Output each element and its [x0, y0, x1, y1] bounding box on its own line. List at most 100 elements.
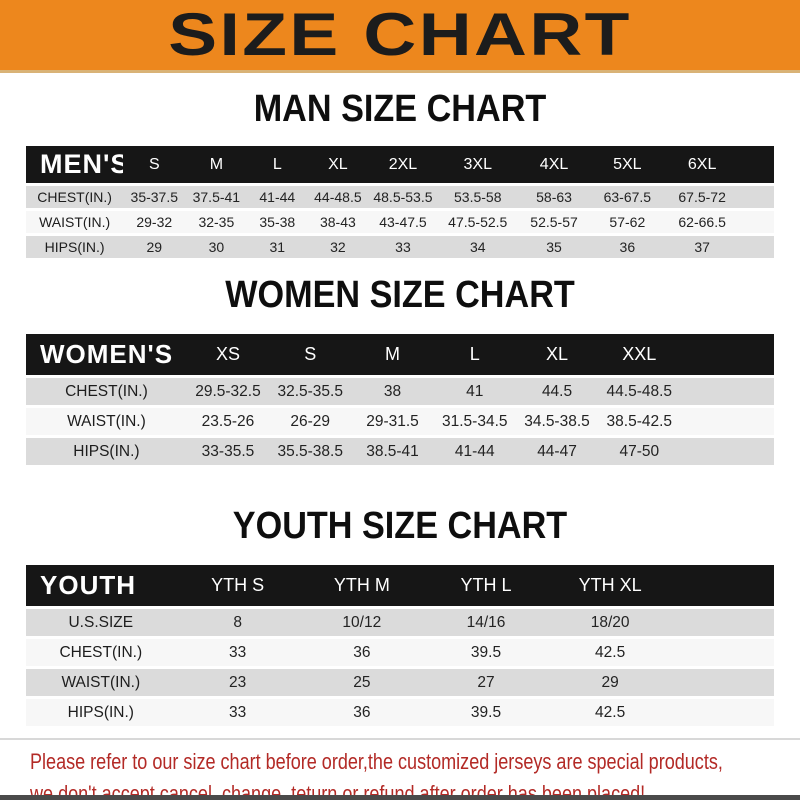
size-value-cell: 44.5-48.5: [606, 382, 673, 400]
women-size-table: WOMEN'S XS S M L XL XXL CHEST(IN.) 29.5-32.5 32.5…: [26, 331, 774, 468]
row-filler: [680, 408, 774, 435]
size-value-cell: 29: [146, 239, 163, 255]
size-value-cell: 43-47.5: [379, 214, 427, 230]
size-value-cell: 27: [477, 673, 495, 691]
table-row: CHEST(IN.) 35-37.5 37.5-41 41-44 44-48.5 48.5…: [26, 186, 774, 208]
size-value-cell: 33: [395, 239, 411, 255]
size-value-cell: 44.5: [541, 382, 573, 400]
size-column-header: XXL: [622, 344, 657, 364]
size-column-header: M: [209, 155, 224, 173]
section-youth: YOUTH SIZE CHART YOUTH YTH S YTH M YTH L YTH…: [0, 507, 800, 729]
section-women: WOMEN SIZE CHART WOMEN'S XS S M L XL XXL CHEST(…: [0, 276, 800, 468]
row-label: WAIST(IN.): [67, 412, 146, 430]
size-value-cell: 8: [233, 613, 242, 631]
size-value-cell: 23: [229, 673, 247, 691]
row-label: CHEST(IN.): [65, 382, 148, 400]
size-value-cell: 38-43: [319, 214, 356, 230]
size-value-cell: 38: [383, 382, 402, 400]
size-value-cell: 32-35: [198, 214, 235, 230]
size-column-header: 5XL: [613, 155, 642, 173]
table-header-label: YOUTH: [40, 570, 136, 600]
row-filler: [740, 211, 774, 233]
size-value-cell: 35-37.5: [130, 189, 179, 205]
table-row: HIPS(IN.) 29 30 31 32 33 34 35 36 37: [26, 236, 774, 258]
size-value-cell: 57-62: [609, 214, 646, 230]
row-label: U.S.SIZE: [68, 613, 134, 631]
row-filler: [740, 236, 774, 258]
size-value-cell: 14/16: [466, 613, 506, 631]
row-label: HIPS(IN.): [73, 442, 140, 460]
size-column-header: YTH XL: [578, 575, 642, 595]
table-row: WAIST(IN.) 29-32 32-35 35-38 38-43 43-47.5 47.…: [26, 211, 774, 233]
size-column-header: S: [148, 155, 160, 173]
size-value-cell: 62-66.5: [678, 214, 726, 230]
size-value-cell: 25: [353, 673, 371, 691]
size-value-cell: 44-48.5: [314, 189, 362, 205]
size-column-header: 4XL: [539, 155, 569, 173]
header-filler: [672, 565, 774, 606]
banner: SIZE CHART: [0, 0, 800, 73]
size-value-cell: 41-44: [454, 442, 495, 460]
size-value-cell: 42.5: [595, 643, 626, 661]
row-label: HIPS(IN.): [44, 239, 105, 255]
size-value-cell: 63-67.5: [603, 189, 652, 205]
size-value-cell: 34.5-38.5: [524, 412, 590, 430]
size-value-cell: 35.5-38.5: [277, 442, 343, 460]
size-column-header: XL: [328, 155, 348, 173]
size-column-header: YTH S: [211, 575, 265, 595]
size-value-cell: 34: [469, 239, 486, 255]
table-row: U.S.SIZE 8 10/12 14/16 18/20: [26, 609, 774, 636]
size-column-header: S: [304, 344, 317, 364]
size-value-cell: 41-44: [259, 189, 296, 205]
row-filler: [672, 609, 774, 636]
table-header-label: WOMEN'S: [40, 339, 174, 369]
size-value-cell: 31: [269, 239, 286, 255]
row-filler: [740, 186, 774, 208]
size-value-cell: 38.5-41: [366, 442, 419, 460]
row-label: CHEST(IN.): [37, 189, 112, 205]
size-value-cell: 32: [330, 239, 346, 255]
table-row: HIPS(IN.) 33 36 39.5 42.5: [26, 699, 774, 726]
row-label: CHEST(IN.): [59, 643, 143, 661]
size-value-cell: 38.5-42.5: [606, 412, 673, 430]
row-filler: [672, 639, 774, 666]
size-value-cell: 36: [619, 239, 636, 255]
youth-size-table: YOUTH YTH S YTH M YTH L YTH XL U.S.SIZE 8 10/12…: [26, 562, 774, 729]
size-column-header: YTH L: [460, 575, 512, 595]
size-value-cell: 48.5-53.5: [373, 189, 433, 205]
size-value-cell: 18/20: [590, 613, 630, 631]
size-value-cell: 42.5: [595, 703, 626, 721]
row-label: HIPS(IN.): [67, 703, 134, 721]
section-title-women: WOMEN SIZE CHART: [225, 274, 575, 316]
size-value-cell: 39.5: [470, 703, 502, 721]
size-value-cell: 30: [208, 239, 225, 255]
row-filler: [672, 669, 774, 696]
table-row: CHEST(IN.) 29.5-32.5 32.5-35.5 38 41 44.5 44.5…: [26, 378, 774, 405]
size-column-header: 6XL: [687, 155, 717, 173]
table-row: HIPS(IN.) 33-35.5 35.5-38.5 38.5-41 41-44 44-…: [26, 438, 774, 465]
disclaimer-line-1: Please refer to our size chart before or…: [30, 749, 723, 774]
row-label: WAIST(IN.): [39, 214, 111, 230]
size-value-cell: 37: [694, 239, 710, 255]
table-row: WAIST(IN.) 23 25 27 29: [26, 669, 774, 696]
size-value-cell: 32.5-35.5: [277, 382, 343, 400]
size-value-cell: 31.5-34.5: [442, 412, 508, 430]
size-value-cell: 26-29: [290, 412, 331, 430]
section-title-youth: YOUTH SIZE CHART: [232, 505, 568, 547]
header-filler: [740, 146, 774, 183]
size-value-cell: 53.5-58: [454, 189, 502, 205]
size-column-header: 3XL: [463, 155, 492, 173]
size-value-cell: 29.5-32.5: [195, 382, 261, 400]
size-value-cell: 33: [229, 643, 247, 661]
size-value-cell: 10/12: [342, 613, 382, 631]
size-value-cell: 44-47: [537, 442, 577, 460]
bottom-edge-strip: [0, 795, 800, 800]
table-row: WAIST(IN.) 23.5-26 26-29 29-31.5 31.5-34.5 34…: [26, 408, 774, 435]
table-header-label: MEN'S: [40, 149, 124, 179]
size-value-cell: 36: [353, 703, 371, 721]
size-value-cell: 29-31.5: [366, 412, 419, 430]
size-column-header: XL: [546, 344, 569, 364]
header-filler: [680, 334, 774, 375]
table-row: CHEST(IN.) 33 36 39.5 42.5: [26, 639, 774, 666]
